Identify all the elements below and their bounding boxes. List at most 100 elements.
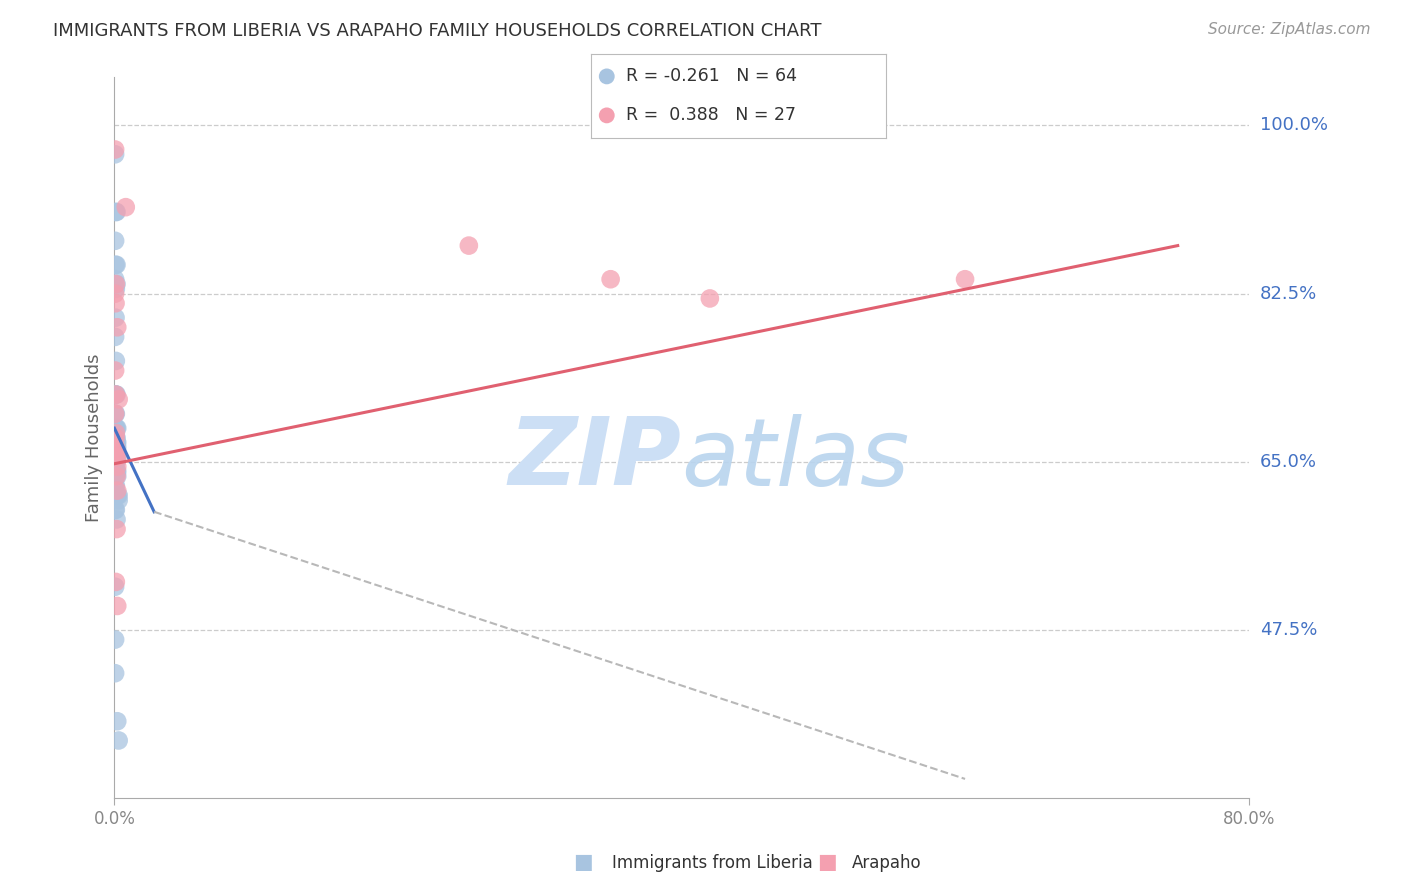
Point (105, 464, 128, 478)
Point (105, 421, 128, 435)
Point (105, 441, 128, 455)
Point (105, 445, 128, 459)
Point (104, 363, 127, 377)
Point (104, 469, 127, 483)
Point (104, 632, 127, 647)
Point (104, 580, 127, 594)
Text: ■: ■ (817, 853, 837, 872)
Point (107, 493, 129, 508)
Point (105, 450, 128, 464)
Point (105, 421, 128, 435)
Point (104, 272, 127, 286)
Point (104, 503, 127, 517)
Point (104, 450, 127, 464)
Point (104, 464, 127, 478)
Point (105, 435, 128, 450)
Point (953, 272, 976, 286)
Point (104, 421, 127, 435)
Point (104, 431, 127, 445)
Point (104, 407, 127, 421)
Point (104, 258, 127, 272)
Point (105, 459, 128, 474)
Text: R =  0.388   N = 27: R = 0.388 N = 27 (626, 106, 796, 124)
Point (105, 205, 128, 219)
Text: 47.5%: 47.5% (1260, 621, 1317, 639)
Point (105, 258, 128, 272)
Point (105, 435, 128, 450)
Point (105, 450, 128, 464)
Text: 100.0%: 100.0% (1260, 117, 1327, 135)
Point (104, 455, 127, 469)
Point (104, 445, 127, 459)
Point (105, 464, 128, 478)
Point (104, 574, 127, 589)
Point (107, 392, 129, 407)
Point (104, 666, 127, 681)
Point (104, 450, 127, 464)
Point (105, 488, 128, 502)
Point (104, 296, 127, 310)
Point (104, 445, 127, 459)
Point (104, 441, 127, 455)
Point (104, 310, 127, 325)
Point (104, 387, 127, 401)
Point (104, 479, 127, 493)
Point (105, 714, 128, 729)
Y-axis label: Family Households: Family Households (86, 353, 103, 522)
Point (105, 483, 128, 498)
Point (104, 407, 127, 421)
Point (104, 464, 127, 478)
Point (104, 282, 127, 296)
Point (104, 425, 127, 440)
Point (105, 445, 128, 459)
Point (596, 108, 619, 122)
Point (105, 488, 128, 502)
Point (105, 599, 128, 613)
Point (104, 435, 127, 450)
Point (104, 441, 127, 455)
Point (104, 431, 127, 445)
Text: Arapaho: Arapaho (852, 855, 922, 872)
Point (104, 143, 127, 157)
Text: ■: ■ (574, 853, 593, 872)
Point (104, 431, 127, 445)
Text: ZIP: ZIP (509, 413, 682, 506)
Point (104, 469, 127, 483)
Text: IMMIGRANTS FROM LIBERIA VS ARAPAHO FAMILY HOUSEHOLDS CORRELATION CHART: IMMIGRANTS FROM LIBERIA VS ARAPAHO FAMIL… (53, 22, 823, 40)
Point (699, 292, 721, 306)
Point (104, 354, 127, 368)
Point (104, 205, 127, 219)
Point (104, 450, 127, 464)
Point (104, 387, 127, 401)
Point (105, 441, 128, 455)
Text: atlas: atlas (682, 414, 910, 505)
Point (596, 70, 619, 84)
Point (105, 469, 128, 483)
Point (105, 522, 128, 536)
Text: R = -0.261   N = 64: R = -0.261 N = 64 (626, 68, 797, 86)
Text: 82.5%: 82.5% (1260, 285, 1317, 302)
Point (105, 387, 128, 401)
Point (104, 330, 127, 344)
Point (105, 512, 128, 526)
Point (105, 431, 128, 445)
Point (104, 421, 127, 435)
Point (105, 320, 128, 334)
Point (104, 147, 127, 161)
Point (104, 286, 127, 301)
Point (104, 479, 127, 493)
Point (104, 435, 127, 450)
Point (105, 455, 128, 469)
Point (107, 733, 129, 747)
Point (104, 234, 127, 248)
Point (104, 277, 127, 291)
Point (107, 488, 129, 502)
Point (104, 503, 127, 517)
Text: 65.0%: 65.0% (1260, 453, 1317, 471)
Point (105, 469, 128, 483)
Point (105, 450, 128, 464)
Point (114, 200, 136, 214)
Point (105, 277, 128, 291)
Text: Source: ZipAtlas.com: Source: ZipAtlas.com (1208, 22, 1371, 37)
Point (104, 387, 127, 401)
